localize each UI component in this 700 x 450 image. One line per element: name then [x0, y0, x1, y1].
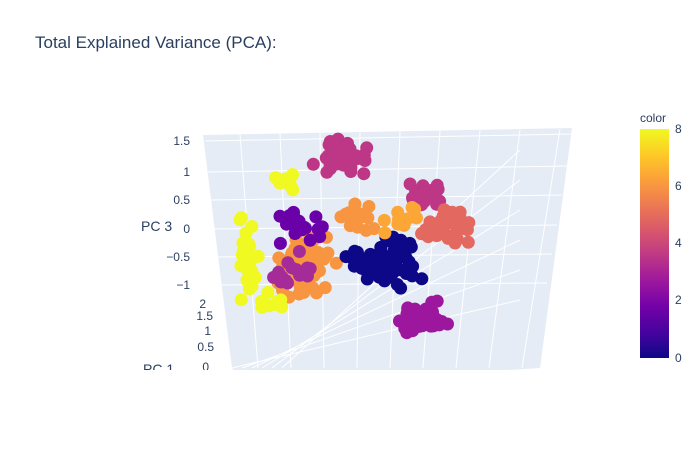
grid-line	[279, 133, 292, 369]
data-point	[351, 220, 364, 234]
data-point	[234, 293, 248, 307]
pc3-tick: −0.5	[166, 250, 190, 264]
colorbar-tick: 6	[675, 179, 682, 193]
data-point	[255, 294, 269, 308]
data-point	[378, 226, 392, 240]
data-point	[415, 227, 429, 241]
pc3-tick: 1	[183, 165, 190, 179]
data-point	[321, 246, 335, 260]
data-point	[460, 222, 474, 236]
data-point	[461, 235, 475, 249]
chart-title: Total Explained Variance (PCA):	[35, 33, 277, 52]
pc1-tick: 2	[199, 297, 206, 311]
data-point	[392, 212, 406, 226]
pc3-tick: 0.5	[173, 193, 190, 207]
data-point	[394, 281, 408, 295]
colorbar-tick: 0	[675, 351, 682, 365]
data-point	[243, 240, 257, 254]
grid-line	[488, 129, 521, 369]
pc1-tick: 1	[204, 324, 211, 338]
data-point	[233, 213, 247, 227]
data-point	[377, 213, 391, 227]
back-wall-pane	[203, 128, 572, 368]
data-point	[433, 218, 447, 232]
data-point	[410, 211, 423, 225]
data-point	[413, 310, 427, 324]
data-point	[406, 259, 420, 273]
data-point	[309, 210, 323, 224]
data-point	[310, 286, 323, 300]
pc1-tick: 0	[202, 360, 209, 374]
data-point	[374, 242, 388, 256]
data-point	[339, 140, 352, 154]
data-point	[405, 269, 419, 283]
data-point	[350, 152, 364, 166]
data-point	[239, 226, 253, 240]
colorbar-title: color	[640, 111, 666, 125]
data-point	[453, 205, 467, 219]
data-point	[306, 157, 320, 171]
data-point	[313, 230, 327, 244]
data-point	[338, 158, 352, 171]
colorbar-tick-labels: 8 6 4 2 0	[675, 122, 682, 365]
data-point	[357, 252, 371, 266]
data-point	[329, 148, 343, 162]
pc1-tick-labels: 21.51 0.5 0	[196, 297, 214, 374]
data-point	[357, 167, 371, 181]
data-point	[406, 191, 419, 205]
data-points	[233, 132, 476, 340]
data-point	[242, 260, 256, 274]
grid-line	[455, 130, 481, 369]
pc3-axis-title: PC 3	[141, 218, 172, 234]
data-point	[367, 222, 381, 236]
grid-line	[204, 133, 573, 142]
data-point	[288, 211, 302, 225]
data-point	[405, 201, 419, 214]
data-point	[273, 236, 287, 250]
data-point	[274, 275, 288, 289]
pc3-tick-labels: 1.5 1 0.5 0 −0.5 −1	[166, 134, 190, 292]
pc1-tick: 0.5	[197, 340, 214, 354]
pc3-tick: −1	[176, 278, 190, 292]
data-point	[444, 216, 458, 230]
pc3-tick: 0	[183, 222, 190, 236]
data-point	[243, 270, 257, 284]
data-point	[372, 270, 386, 284]
data-point	[425, 295, 439, 309]
data-point	[432, 318, 446, 332]
data-point	[271, 294, 285, 308]
data-point	[329, 256, 343, 270]
data-point	[279, 172, 293, 186]
grid-line	[210, 194, 563, 201]
plot-bottom-mask	[0, 370, 700, 450]
grid-line	[521, 129, 561, 369]
grid-line	[261, 209, 521, 369]
data-point	[301, 269, 314, 283]
data-point	[295, 222, 309, 236]
grid-line	[207, 165, 568, 173]
data-point	[441, 231, 455, 245]
data-point	[442, 205, 456, 219]
data-point	[297, 285, 311, 299]
pc1-tick: 1.5	[196, 309, 213, 323]
data-point	[292, 245, 306, 258]
pc3-tick: 1.5	[173, 134, 190, 148]
colorbar	[640, 129, 669, 358]
data-point	[397, 238, 411, 252]
colorbar-tick: 8	[675, 122, 682, 136]
data-point	[362, 200, 376, 213]
data-point	[386, 250, 400, 264]
colorbar-tick: 4	[675, 236, 682, 250]
data-point	[339, 207, 353, 221]
data-point	[398, 322, 412, 335]
colorbar-tick: 2	[675, 293, 682, 307]
data-point	[289, 263, 303, 277]
